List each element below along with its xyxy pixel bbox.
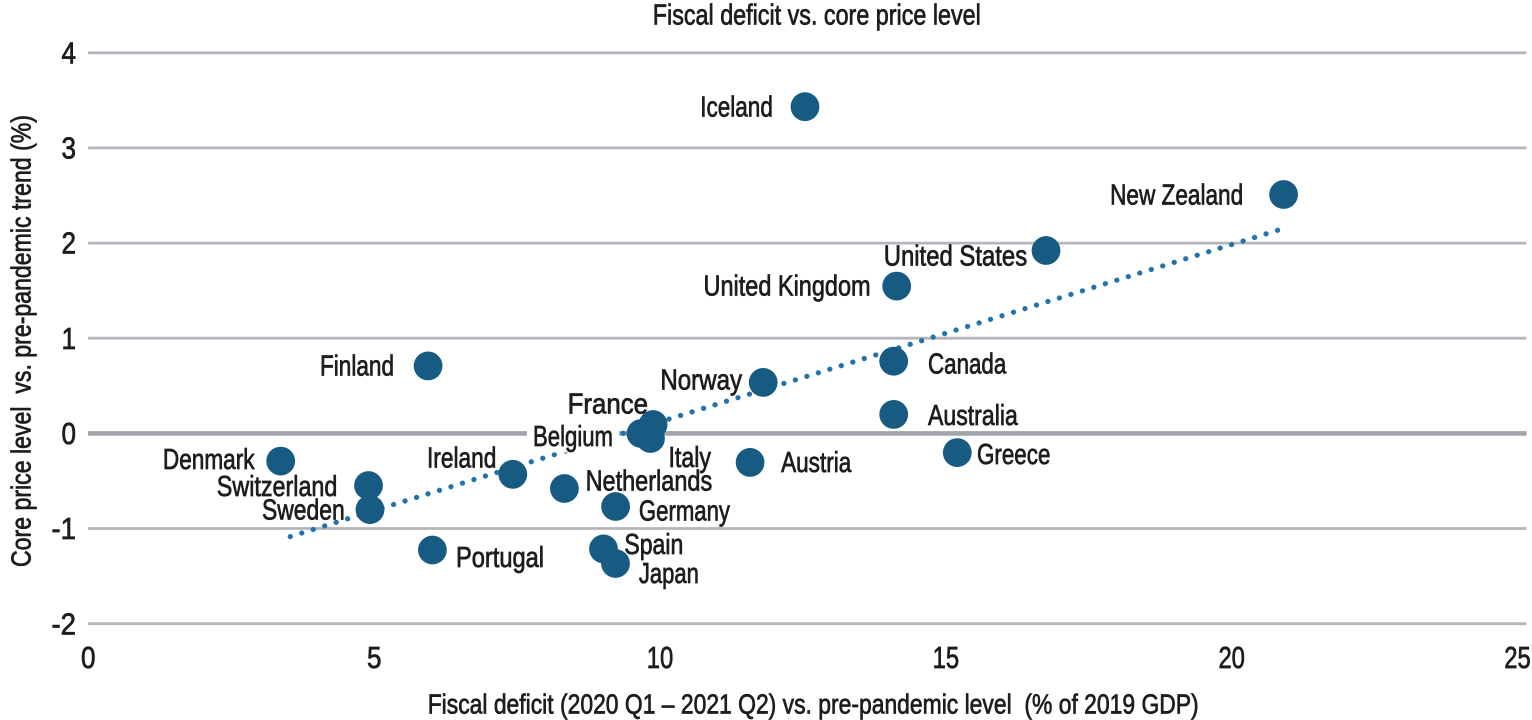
svg-text:Ireland: Ireland xyxy=(427,442,496,474)
svg-text:France: France xyxy=(568,389,648,421)
svg-text:Germany: Germany xyxy=(639,495,731,527)
svg-text:Greece: Greece xyxy=(977,439,1050,471)
svg-text:United Kingdom: United Kingdom xyxy=(704,270,871,302)
svg-text:4: 4 xyxy=(62,36,77,70)
svg-text:15: 15 xyxy=(933,641,960,675)
svg-text:United States: United States xyxy=(884,240,1027,272)
svg-text:New Zealand: New Zealand xyxy=(1110,180,1243,212)
svg-text:Sweden: Sweden xyxy=(262,495,345,527)
svg-text:2: 2 xyxy=(62,227,77,261)
svg-text:Core price level vs. pre-pand: Core price level vs. pre-pandemic trend … xyxy=(6,115,37,567)
svg-text:Spain: Spain xyxy=(624,529,683,561)
svg-text:0: 0 xyxy=(81,641,96,675)
svg-text:-1: -1 xyxy=(52,512,77,546)
svg-text:Norway: Norway xyxy=(660,365,742,397)
svg-text:Portugal: Portugal xyxy=(456,542,544,574)
svg-text:0: 0 xyxy=(62,417,77,451)
svg-text:-2: -2 xyxy=(52,607,77,641)
svg-text:1: 1 xyxy=(62,322,77,356)
svg-text:Switzerland: Switzerland xyxy=(217,471,338,503)
svg-text:3: 3 xyxy=(62,132,77,166)
svg-text:Finland: Finland xyxy=(320,350,394,382)
svg-text:20: 20 xyxy=(1218,641,1245,675)
svg-text:5: 5 xyxy=(367,641,382,675)
svg-text:Japan: Japan xyxy=(639,558,699,590)
svg-text:Belgium: Belgium xyxy=(533,421,613,453)
svg-text:10: 10 xyxy=(647,641,674,675)
svg-text:Fiscal deficit vs. core price: Fiscal deficit vs. core price level xyxy=(653,0,981,32)
svg-text:Netherlands: Netherlands xyxy=(586,465,713,497)
svg-text:25: 25 xyxy=(1504,641,1531,675)
svg-text:Italy: Italy xyxy=(669,442,712,474)
svg-text:Iceland: Iceland xyxy=(700,91,773,123)
svg-text:Fiscal deficit (2020 Q1 – 2021: Fiscal deficit (2020 Q1 – 2021 Q2) vs. p… xyxy=(428,689,1199,720)
svg-text:Denmark: Denmark xyxy=(163,444,255,476)
svg-text:Canada: Canada xyxy=(928,348,1006,380)
svg-text:Austria: Austria xyxy=(781,447,851,479)
svg-text:Australia: Australia xyxy=(928,400,1018,432)
